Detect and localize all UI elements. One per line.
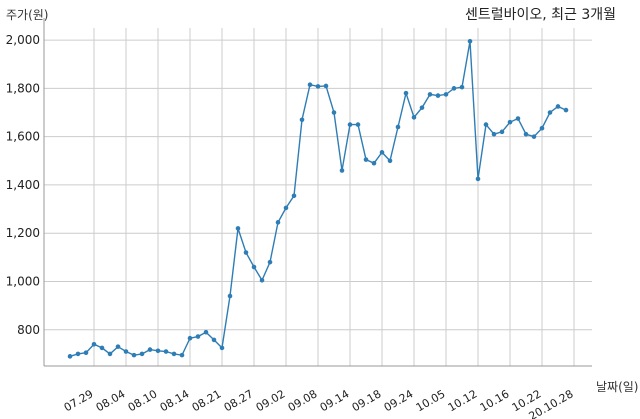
data-point xyxy=(515,116,521,121)
data-point xyxy=(179,352,185,358)
data-point xyxy=(331,110,337,115)
data-point xyxy=(267,259,273,265)
data-point xyxy=(483,122,489,127)
y-tick-label: 1,400 xyxy=(6,178,40,192)
y-tick-label: 1,200 xyxy=(6,226,40,240)
data-point xyxy=(499,129,505,135)
series-points-layer xyxy=(67,38,569,359)
data-point xyxy=(323,83,329,89)
data-point xyxy=(107,351,113,357)
x-tick-label: 09.14 xyxy=(318,387,352,414)
y-tick-label: 2,000 xyxy=(6,33,40,47)
data-point xyxy=(67,354,73,359)
data-point xyxy=(171,351,177,357)
data-point xyxy=(115,344,121,349)
x-tick-label: 08.04 xyxy=(94,387,128,414)
axes xyxy=(43,18,592,367)
data-point xyxy=(507,119,513,125)
data-point xyxy=(275,220,281,225)
data-point xyxy=(403,90,409,96)
data-point xyxy=(91,341,97,347)
data-point xyxy=(459,84,465,90)
data-point xyxy=(195,334,201,339)
data-point xyxy=(531,134,537,139)
x-tick-label: 09.18 xyxy=(350,387,384,414)
data-point xyxy=(539,125,545,131)
data-point xyxy=(451,86,457,91)
y-tick-label: 800 xyxy=(17,323,40,337)
data-point xyxy=(163,349,169,354)
data-point xyxy=(139,351,145,357)
data-point xyxy=(547,110,553,115)
data-point xyxy=(523,131,529,137)
data-point xyxy=(387,158,393,164)
data-point xyxy=(211,337,217,343)
data-point xyxy=(355,122,361,127)
data-point xyxy=(563,107,569,113)
data-point xyxy=(259,277,265,283)
data-point xyxy=(123,349,129,354)
x-tick-label: 09.02 xyxy=(254,387,288,414)
data-point xyxy=(467,38,473,44)
data-point xyxy=(219,345,225,351)
grid xyxy=(44,28,592,366)
data-point xyxy=(227,293,233,299)
x-tick-label: 07.29 xyxy=(62,387,96,414)
data-point xyxy=(371,160,377,166)
data-point xyxy=(283,205,289,211)
data-point xyxy=(443,92,449,97)
data-point xyxy=(339,168,345,173)
data-point xyxy=(315,84,321,89)
y-tick-labels: 800 1,000 1,200 1,400 1,600 1,800 2,000 xyxy=(6,33,40,337)
data-point xyxy=(291,193,297,199)
x-tick-label: 09.24 xyxy=(382,387,416,414)
data-point xyxy=(363,157,369,162)
data-point xyxy=(411,115,417,120)
data-point xyxy=(307,82,313,88)
y-tick-label: 1,000 xyxy=(6,275,40,289)
data-point xyxy=(187,335,193,341)
y-axis-label: 주가(원) xyxy=(6,8,49,22)
data-point xyxy=(555,104,561,109)
data-point xyxy=(491,131,497,137)
data-point xyxy=(395,124,401,130)
data-point xyxy=(75,351,81,357)
data-point xyxy=(251,264,257,270)
y-tick-label: 1,600 xyxy=(6,130,40,144)
x-tick-label: 08.10 xyxy=(126,387,160,414)
data-point xyxy=(131,352,137,358)
data-point xyxy=(203,329,209,335)
x-tick-label: 08.27 xyxy=(222,387,256,414)
x-tick-labels: 07.2908.0408.1008.1408.2108.2709.0209.08… xyxy=(62,387,576,419)
data-point xyxy=(347,122,353,127)
x-tick-label: 10.05 xyxy=(414,387,448,414)
data-point xyxy=(147,347,153,352)
x-tick-label: 09.08 xyxy=(286,387,320,414)
data-point xyxy=(427,92,433,97)
data-point xyxy=(435,93,441,98)
data-point xyxy=(99,345,105,351)
chart-title: 센트럴바이오, 최근 3개월 xyxy=(464,7,616,23)
data-point xyxy=(155,348,161,354)
data-point xyxy=(419,105,425,110)
y-tick-label: 1,800 xyxy=(6,81,40,95)
data-point xyxy=(475,176,481,182)
x-tick-label: 08.21 xyxy=(190,387,224,414)
data-point xyxy=(235,226,241,231)
x-tick-label: 08.14 xyxy=(158,387,192,414)
data-point xyxy=(379,150,385,155)
data-point xyxy=(83,350,89,356)
x-tick-label: 10.16 xyxy=(478,387,512,414)
data-point xyxy=(299,117,305,123)
data-point xyxy=(243,250,249,255)
x-tick-label: 10.12 xyxy=(446,387,480,414)
x-axis-label: 날짜(일) xyxy=(596,380,639,394)
